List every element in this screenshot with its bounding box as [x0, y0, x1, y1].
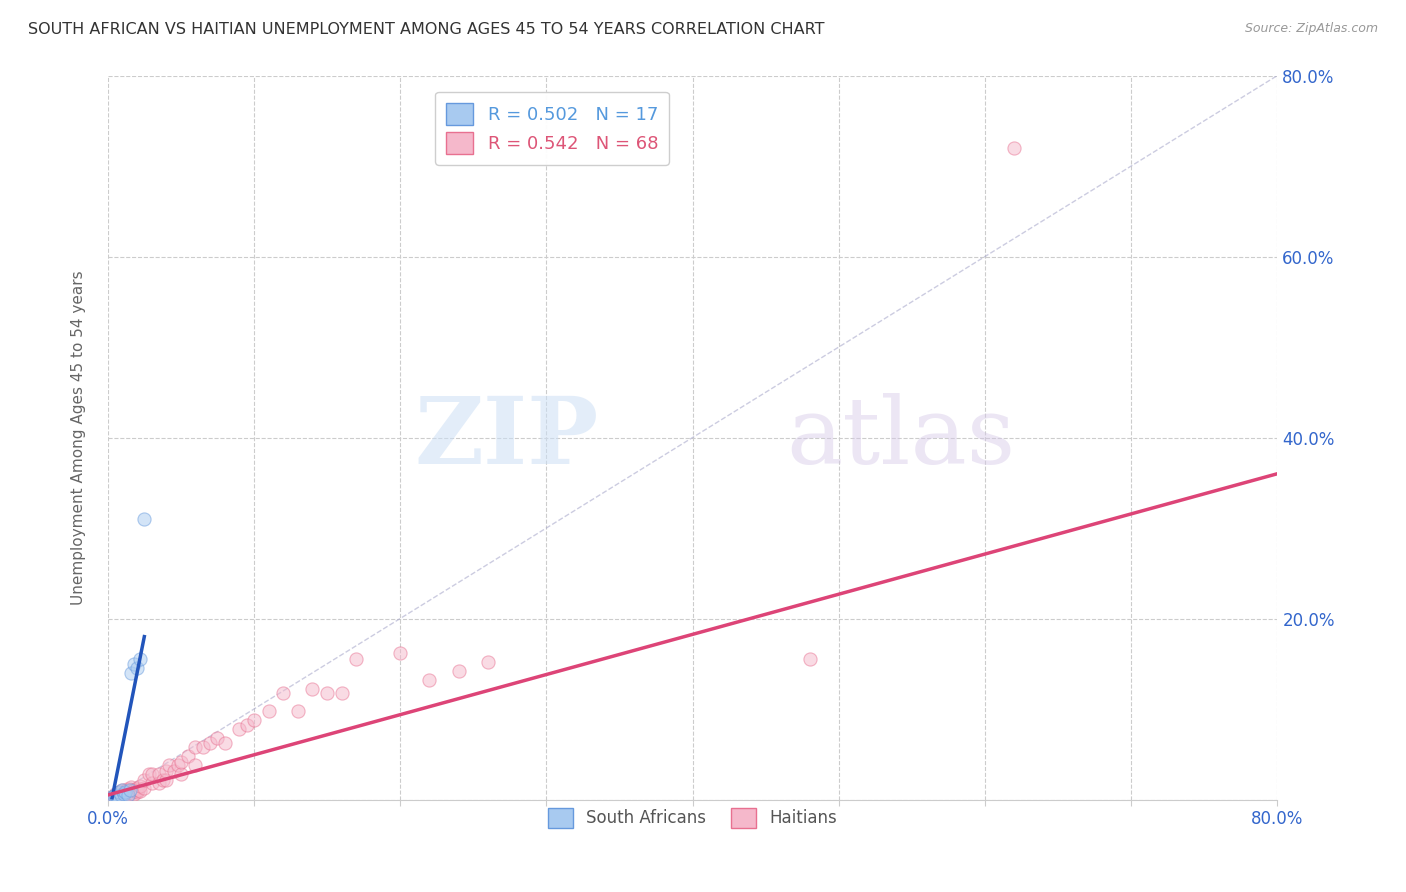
Point: [122, 657, 145, 671]
Point: [110, 788, 132, 802]
Point: [207, 731, 229, 745]
Point: [108, 789, 131, 803]
Point: [148, 767, 170, 781]
Point: [122, 782, 145, 797]
Point: [105, 788, 128, 802]
Point: [214, 736, 236, 750]
Point: [114, 788, 136, 802]
Point: [125, 785, 148, 799]
Point: [148, 776, 170, 790]
Point: [418, 673, 440, 687]
Point: [129, 779, 152, 793]
Point: [108, 785, 131, 799]
Point: [257, 704, 280, 718]
Point: [103, 789, 125, 803]
Point: [111, 783, 134, 797]
Point: [112, 786, 135, 800]
Point: [104, 787, 127, 801]
Point: [134, 772, 156, 787]
Point: [191, 739, 214, 754]
Point: [129, 652, 152, 666]
Point: [235, 718, 257, 732]
Point: [104, 788, 127, 802]
Point: [170, 755, 193, 769]
Text: atlas: atlas: [786, 392, 1015, 483]
Point: [122, 787, 145, 801]
Point: [125, 661, 148, 675]
Point: [287, 704, 309, 718]
Point: [271, 686, 294, 700]
Point: [344, 652, 367, 666]
Point: [138, 767, 160, 781]
Point: [134, 780, 156, 795]
Point: [155, 764, 177, 778]
Point: [125, 780, 148, 795]
Point: [114, 785, 136, 799]
Point: [104, 789, 127, 804]
Point: [301, 682, 323, 697]
Point: [107, 789, 129, 804]
Point: [243, 713, 266, 727]
Point: [118, 785, 141, 799]
Point: [120, 780, 142, 794]
Point: [330, 686, 353, 700]
Point: [316, 686, 339, 700]
Point: [799, 652, 821, 666]
Point: [112, 787, 135, 801]
Point: [152, 772, 174, 787]
Point: [127, 783, 149, 797]
Point: [108, 785, 131, 799]
Point: [134, 512, 156, 526]
Point: [118, 783, 141, 797]
Point: [198, 736, 221, 750]
Point: [477, 655, 499, 669]
Point: [115, 786, 138, 800]
Point: [114, 784, 136, 798]
Point: [121, 783, 143, 797]
Point: [184, 758, 207, 772]
Point: [103, 789, 125, 803]
Point: [110, 788, 132, 802]
Point: [124, 784, 146, 798]
Point: [157, 758, 180, 772]
Legend: South Africans, Haitians: South Africans, Haitians: [541, 801, 844, 835]
Point: [184, 739, 207, 754]
Text: SOUTH AFRICAN VS HAITIAN UNEMPLOYMENT AMONG AGES 45 TO 54 YEARS CORRELATION CHAR: SOUTH AFRICAN VS HAITIAN UNEMPLOYMENT AM…: [28, 22, 825, 37]
Point: [1002, 141, 1025, 155]
Point: [117, 787, 139, 801]
Point: [141, 776, 163, 790]
Text: Source: ZipAtlas.com: Source: ZipAtlas.com: [1244, 22, 1378, 36]
Point: [118, 781, 141, 796]
Text: ZIP: ZIP: [415, 392, 599, 483]
Point: [447, 664, 470, 678]
Point: [162, 764, 184, 778]
Point: [167, 758, 190, 772]
Point: [115, 781, 138, 796]
Point: [141, 767, 163, 781]
Point: [120, 665, 142, 680]
Point: [177, 749, 200, 764]
Point: [101, 789, 124, 804]
Point: [170, 767, 193, 781]
Point: [101, 789, 124, 804]
Point: [107, 787, 129, 801]
Point: [129, 784, 152, 798]
Point: [111, 783, 134, 797]
Point: [105, 790, 128, 805]
Point: [111, 787, 134, 801]
Point: [228, 722, 250, 736]
Point: [155, 772, 177, 787]
Point: [117, 788, 139, 802]
Point: [120, 786, 142, 800]
Point: [389, 646, 412, 660]
Y-axis label: Unemployment Among Ages 45 to 54 years: Unemployment Among Ages 45 to 54 years: [72, 270, 86, 605]
